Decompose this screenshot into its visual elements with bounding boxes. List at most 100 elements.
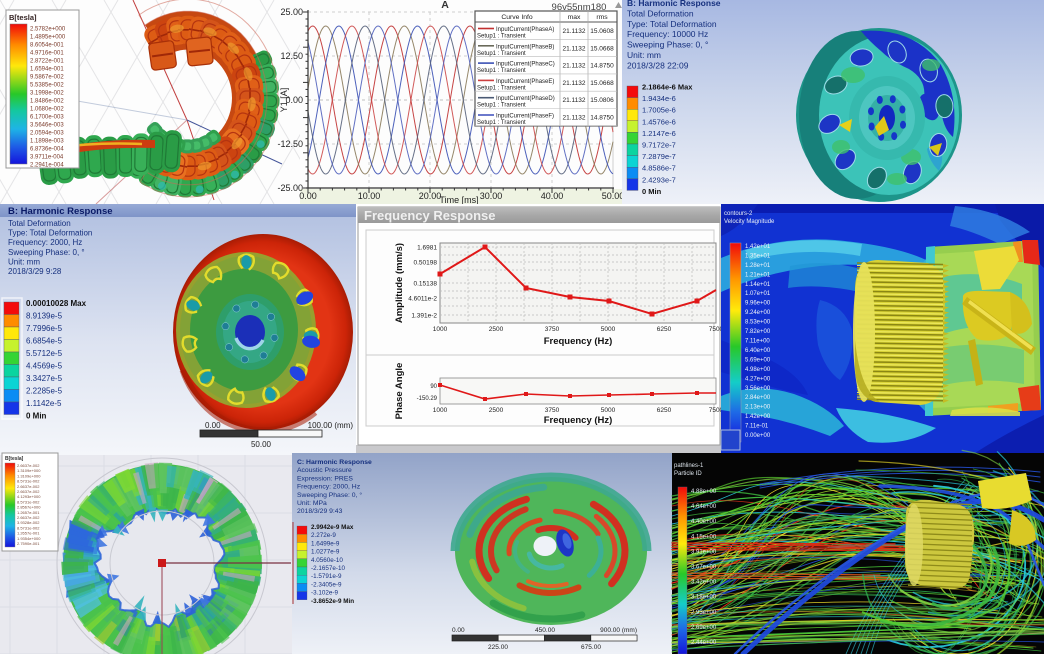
svg-text:14.8750: 14.8750 [590, 63, 614, 70]
svg-text:7500: 7500 [709, 326, 724, 333]
svg-text:25.00: 25.00 [280, 7, 303, 17]
svg-text:1000: 1000 [433, 326, 448, 333]
svg-text:2.6637e-002: 2.6637e-002 [17, 489, 40, 494]
svg-text:1.4576e-6: 1.4576e-6 [642, 117, 676, 126]
svg-text:8.5731e-002: 8.5731e-002 [17, 479, 40, 484]
svg-text:Unit: mm: Unit: mm [627, 50, 661, 60]
svg-text:InputCurrent(PhaseC): InputCurrent(PhaseC) [496, 62, 555, 68]
svg-text:6250: 6250 [657, 326, 672, 333]
svg-text:2.93e+00: 2.93e+00 [691, 610, 717, 616]
svg-text:1.0680e-002: 1.0680e-002 [30, 107, 64, 113]
svg-text:2.8722e-001: 2.8722e-001 [30, 59, 64, 65]
svg-text:Type: Total Deformation: Type: Total Deformation [8, 229, 92, 238]
svg-text:2.84e+00: 2.84e+00 [745, 395, 771, 401]
svg-text:2.5782e+000: 2.5782e+000 [30, 27, 66, 33]
svg-text:3750: 3750 [545, 326, 560, 333]
svg-text:450.00: 450.00 [535, 627, 555, 634]
svg-text:7.7996e-5: 7.7996e-5 [26, 324, 63, 333]
svg-text:6.40e+00: 6.40e+00 [745, 348, 771, 354]
svg-text:2.6637e-002: 2.6637e-002 [17, 515, 40, 520]
svg-text:InputCurrent(PhaseF): InputCurrent(PhaseF) [496, 114, 554, 120]
svg-text:4.0560e-10: 4.0560e-10 [311, 557, 343, 564]
svg-text:Time [ms]: Time [ms] [439, 195, 478, 205]
svg-text:Setup1 : Transient: Setup1 : Transient [477, 51, 526, 57]
svg-text:2.272e-9: 2.272e-9 [311, 532, 336, 539]
svg-text:1.3109e+000: 1.3109e+000 [17, 468, 41, 473]
svg-text:9.24e+00: 9.24e+00 [745, 310, 771, 316]
svg-text:Setup1 : Transient: Setup1 : Transient [477, 103, 526, 109]
svg-text:C: Harmonic Response: C: Harmonic Response [297, 459, 372, 466]
svg-text:0 Min: 0 Min [642, 187, 662, 196]
svg-text:7500: 7500 [709, 407, 724, 414]
svg-text:Total Deformation: Total Deformation [627, 8, 694, 18]
svg-text:10.00: 10.00 [358, 191, 381, 201]
svg-text:0.15138: 0.15138 [414, 281, 438, 288]
svg-text:9.5867e-002: 9.5867e-002 [30, 75, 64, 81]
svg-text:1.3109e+000: 1.3109e+000 [17, 473, 41, 478]
svg-text:Unit: mm: Unit: mm [8, 257, 40, 266]
svg-text:-3.8652e-9 Min: -3.8652e-9 Min [311, 598, 354, 605]
svg-text:1.0277e-9: 1.0277e-9 [311, 549, 340, 556]
svg-text:1.14e+01: 1.14e+01 [745, 282, 771, 288]
svg-text:100.00 (mm): 100.00 (mm) [308, 421, 354, 430]
svg-text:Acoustic Pressure: Acoustic Pressure [297, 467, 352, 474]
svg-text:Frequency Response: Frequency Response [364, 208, 496, 223]
svg-text:-2.3405e-9: -2.3405e-9 [311, 581, 342, 588]
svg-text:rms: rms [596, 14, 608, 21]
svg-text:4.98e+00: 4.98e+00 [745, 367, 771, 373]
svg-text:1.391e-2: 1.391e-2 [411, 313, 437, 320]
svg-text:Frequency (Hz): Frequency (Hz) [544, 336, 613, 347]
svg-text:1.4895e+000: 1.4895e+000 [30, 35, 66, 41]
svg-text:8.5731e-002: 8.5731e-002 [17, 499, 40, 504]
svg-text:3.42e+00: 3.42e+00 [691, 580, 717, 586]
svg-text:1.6594e-001: 1.6594e-001 [30, 67, 64, 73]
svg-text:Sweeping Phase: 0, °: Sweeping Phase: 0, ° [8, 248, 85, 257]
svg-text:7.11e-01: 7.11e-01 [745, 424, 769, 430]
svg-text:1.28e+01: 1.28e+01 [745, 263, 771, 269]
svg-text:0.00: 0.00 [452, 627, 465, 634]
svg-text:Frequency (Hz): Frequency (Hz) [544, 415, 613, 426]
svg-text:4.6011e-2: 4.6011e-2 [408, 296, 437, 303]
svg-text:pathlines-1: pathlines-1 [674, 463, 704, 469]
svg-text:9.7172e-7: 9.7172e-7 [642, 141, 676, 150]
svg-text:-1.5791e-9: -1.5791e-9 [311, 573, 342, 580]
svg-text:Setup1 : Transient: Setup1 : Transient [477, 120, 526, 126]
svg-text:Frequency: 10000 Hz: Frequency: 10000 Hz [627, 29, 708, 39]
svg-text:15.0608: 15.0608 [590, 28, 614, 35]
svg-text:1.1898e-003: 1.1898e-003 [30, 139, 64, 145]
svg-text:1.6981: 1.6981 [417, 245, 437, 252]
svg-text:InputCurrent(PhaseA): InputCurrent(PhaseA) [496, 27, 554, 33]
svg-text:6.1700e-003: 6.1700e-003 [30, 115, 64, 121]
svg-text:1.2657e-001: 1.2657e-001 [17, 510, 40, 515]
svg-text:Y1 [A]: Y1 [A] [279, 88, 289, 113]
svg-text:3.91e+00: 3.91e+00 [691, 549, 717, 555]
svg-text:B: Harmonic Response: B: Harmonic Response [8, 206, 113, 217]
svg-text:-3.102e-9: -3.102e-9 [311, 590, 338, 597]
svg-text:4.40e+00: 4.40e+00 [691, 519, 717, 525]
svg-text:Type: Total Deformation: Type: Total Deformation [627, 19, 717, 29]
svg-text:4.4569e-5: 4.4569e-5 [26, 362, 63, 371]
svg-text:1.7005e-6: 1.7005e-6 [642, 106, 676, 115]
svg-text:14.8750: 14.8750 [590, 115, 614, 122]
svg-text:B: Harmonic Response: B: Harmonic Response [627, 0, 721, 8]
svg-text:3.1998e-002: 3.1998e-002 [30, 91, 64, 97]
svg-text:5.69e+00: 5.69e+00 [745, 357, 771, 363]
svg-text:6250: 6250 [657, 407, 672, 414]
svg-text:3.56e+00: 3.56e+00 [745, 386, 771, 392]
svg-text:A: A [441, 0, 449, 11]
svg-text:675.00: 675.00 [581, 644, 601, 651]
svg-text:4.15e+00: 4.15e+00 [691, 534, 717, 540]
svg-text:8.5731e-002: 8.5731e-002 [17, 525, 40, 530]
svg-text:20.00: 20.00 [419, 191, 442, 201]
svg-text:0.00: 0.00 [299, 191, 317, 201]
svg-text:5.5385e-002: 5.5385e-002 [30, 83, 64, 89]
svg-text:1.8486e-002: 1.8486e-002 [30, 99, 64, 105]
svg-text:Frequency: 2000, Hz: Frequency: 2000, Hz [297, 484, 361, 491]
svg-text:8.9139e-5: 8.9139e-5 [26, 312, 63, 321]
svg-text:2500: 2500 [489, 407, 504, 414]
svg-text:8.53e+00: 8.53e+00 [745, 320, 771, 326]
svg-text:1.35e+01: 1.35e+01 [745, 253, 771, 259]
svg-text:B[tesla]: B[tesla] [9, 13, 37, 22]
svg-text:Amplitude (mm/s): Amplitude (mm/s) [394, 243, 405, 323]
svg-text:50.00: 50.00 [602, 191, 625, 201]
